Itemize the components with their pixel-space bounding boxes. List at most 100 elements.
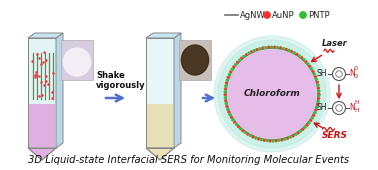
Circle shape [278, 139, 280, 142]
Circle shape [246, 133, 249, 135]
Circle shape [275, 140, 277, 142]
Text: Chloroform: Chloroform [244, 89, 301, 98]
Circle shape [301, 56, 303, 59]
Circle shape [256, 48, 258, 51]
Circle shape [229, 113, 231, 116]
Circle shape [299, 12, 307, 19]
Circle shape [313, 114, 315, 117]
Circle shape [317, 87, 320, 89]
Circle shape [316, 106, 318, 108]
Circle shape [270, 46, 273, 48]
Circle shape [317, 100, 320, 103]
Circle shape [245, 53, 248, 56]
Circle shape [234, 63, 237, 66]
Text: SERS: SERS [322, 131, 347, 140]
Circle shape [225, 82, 228, 84]
Circle shape [233, 121, 236, 124]
Circle shape [225, 102, 227, 105]
Circle shape [232, 66, 235, 68]
Circle shape [269, 140, 271, 142]
Circle shape [262, 47, 264, 49]
Circle shape [250, 50, 253, 53]
Circle shape [314, 112, 316, 114]
Circle shape [249, 134, 251, 137]
Circle shape [297, 132, 299, 134]
Circle shape [227, 111, 230, 113]
Circle shape [244, 131, 246, 134]
Ellipse shape [64, 48, 91, 76]
Circle shape [218, 40, 326, 148]
Circle shape [240, 57, 243, 59]
Circle shape [238, 59, 241, 61]
Circle shape [224, 94, 226, 96]
Text: Shake
vigorously: Shake vigorously [96, 71, 146, 90]
Circle shape [294, 133, 297, 136]
Circle shape [293, 51, 296, 54]
Text: AgNW: AgNW [240, 11, 266, 20]
Polygon shape [28, 33, 63, 38]
Circle shape [254, 137, 257, 139]
Polygon shape [146, 33, 181, 38]
Circle shape [279, 46, 282, 49]
Circle shape [228, 73, 231, 76]
Circle shape [227, 76, 229, 79]
Polygon shape [146, 148, 174, 160]
Circle shape [267, 46, 270, 48]
Circle shape [315, 78, 318, 81]
Circle shape [318, 93, 320, 95]
Circle shape [228, 50, 316, 138]
Circle shape [265, 46, 267, 49]
Polygon shape [28, 38, 56, 148]
Circle shape [248, 52, 250, 54]
Circle shape [287, 137, 289, 140]
Circle shape [310, 67, 313, 70]
Circle shape [313, 73, 316, 75]
Circle shape [214, 36, 330, 152]
Circle shape [308, 65, 311, 67]
Circle shape [236, 61, 239, 64]
Text: O: O [354, 74, 358, 80]
Circle shape [224, 88, 226, 90]
Text: O: O [354, 66, 358, 72]
Circle shape [296, 53, 298, 55]
Circle shape [292, 135, 294, 137]
Text: SH: SH [316, 104, 327, 113]
Circle shape [242, 130, 244, 132]
Circle shape [263, 12, 271, 19]
Text: H: H [354, 100, 359, 106]
Polygon shape [146, 38, 174, 148]
Text: N: N [349, 103, 355, 112]
Circle shape [299, 130, 302, 133]
Circle shape [303, 58, 305, 61]
Text: PNTP: PNTP [308, 11, 330, 20]
Circle shape [285, 48, 288, 50]
Circle shape [290, 50, 293, 53]
Circle shape [273, 46, 276, 48]
FancyBboxPatch shape [61, 40, 93, 80]
Polygon shape [56, 33, 63, 148]
Circle shape [226, 79, 228, 81]
Circle shape [235, 123, 238, 126]
Circle shape [288, 49, 290, 52]
Circle shape [315, 109, 318, 111]
Polygon shape [29, 104, 55, 147]
Circle shape [257, 138, 260, 140]
Text: SH: SH [316, 70, 327, 79]
Text: H: H [354, 107, 359, 113]
Text: N: N [349, 69, 355, 78]
Circle shape [259, 47, 261, 50]
Circle shape [224, 99, 227, 102]
Circle shape [307, 63, 310, 65]
Circle shape [306, 124, 308, 126]
Circle shape [252, 136, 254, 138]
Circle shape [317, 84, 319, 87]
Circle shape [276, 46, 279, 49]
Circle shape [308, 122, 310, 124]
Circle shape [310, 119, 312, 122]
Text: Laser: Laser [322, 39, 348, 48]
Circle shape [304, 126, 307, 129]
Circle shape [226, 108, 229, 111]
Circle shape [305, 60, 307, 63]
Circle shape [253, 49, 256, 52]
Text: AuNP: AuNP [272, 11, 294, 20]
